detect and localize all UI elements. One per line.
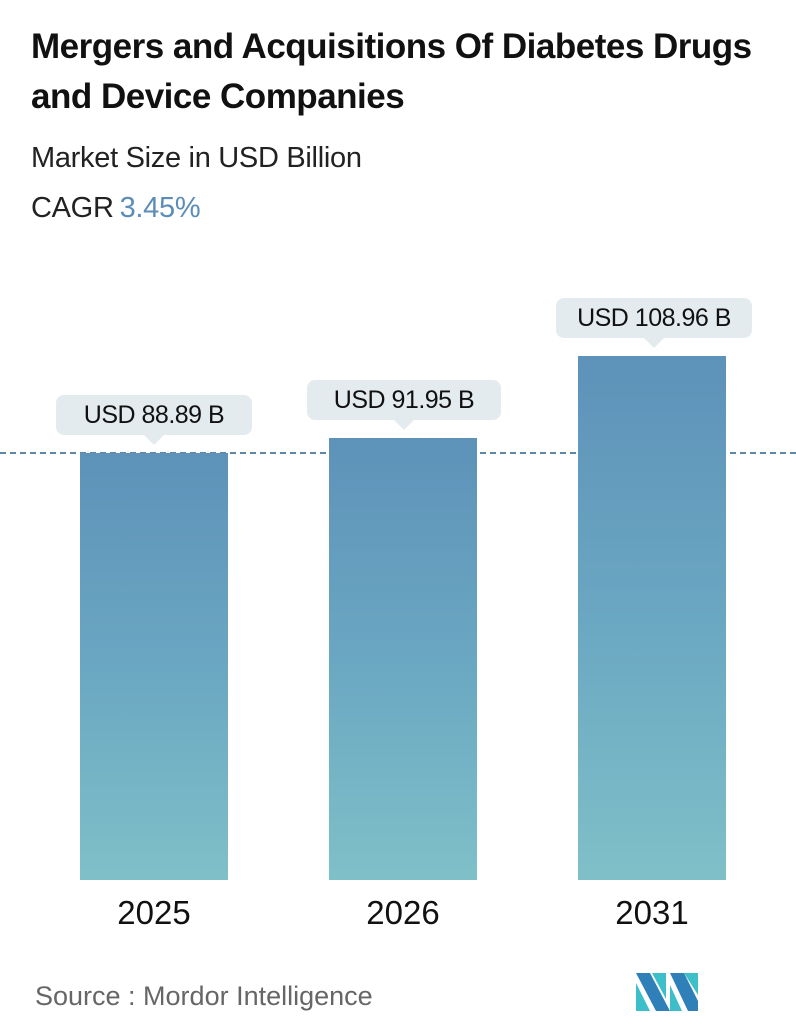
cagr-label: CAGR xyxy=(31,192,114,224)
bar-2026 xyxy=(329,438,477,880)
mordor-intelligence-logo-icon xyxy=(636,973,698,1011)
source-text: Source : Mordor Intelligence xyxy=(35,981,373,1011)
bar-2025 xyxy=(80,453,228,880)
bar-value-label-2025: USD 88.89 B xyxy=(56,395,252,445)
cagr-row: CAGR 3.45% xyxy=(31,190,201,226)
chart-title: Mergers and Acquisitions Of Diabetes Dru… xyxy=(31,27,752,116)
bar-value-label-2026: USD 91.95 B xyxy=(307,380,501,430)
x-tick-2031: 2031 xyxy=(615,894,689,931)
x-tick-2025: 2025 xyxy=(117,894,191,931)
x-tick-2026: 2026 xyxy=(366,894,440,931)
bar-value-label-2031: USD 108.96 B xyxy=(556,298,752,348)
cagr-value: 3.45% xyxy=(119,192,201,224)
bar-2031 xyxy=(578,356,726,880)
chart-subtitle: Market Size in USD Billion xyxy=(31,142,362,174)
